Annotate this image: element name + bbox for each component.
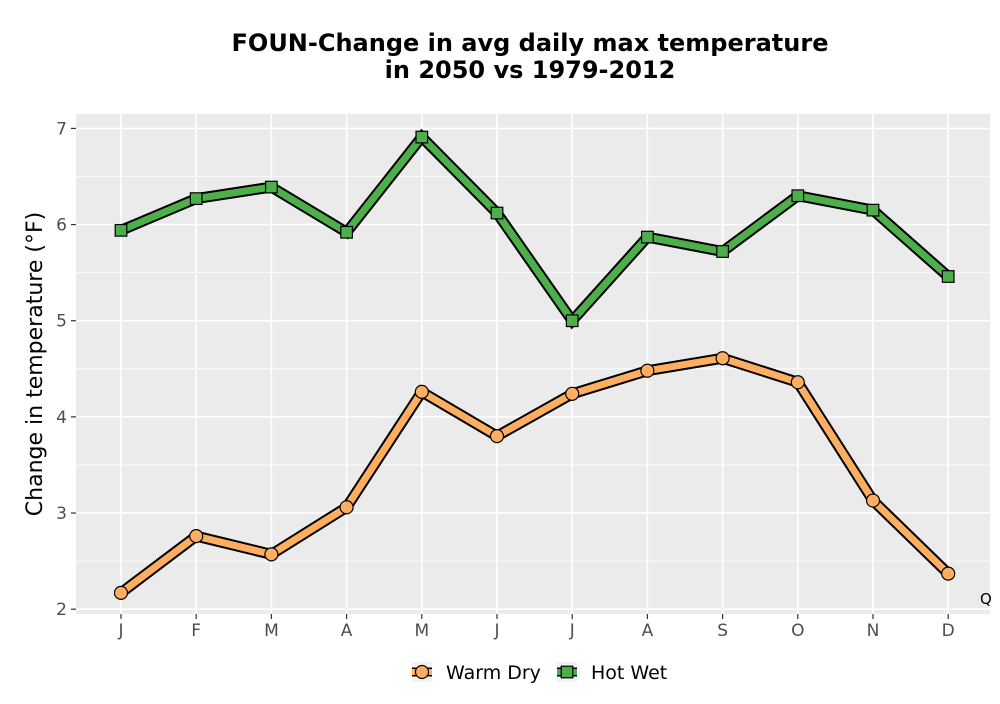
data-point [414,384,429,399]
data-point [790,375,805,390]
series-1 [113,351,956,600]
legend-label: Warm Dry [446,662,541,684]
data-point [415,130,429,144]
x-tick-label: N [867,621,880,641]
x-tick-label: O [791,621,804,641]
data-point [565,314,579,328]
data-point [264,547,279,562]
data-point [791,189,805,203]
y-tick-label: 5 [56,312,67,332]
data-point [490,206,504,220]
corner-mark: Q [980,590,992,608]
data-point [866,203,880,217]
x-tick-label: M [264,621,279,641]
data-point [640,363,655,378]
legend: Warm Dry Hot Wet [412,662,667,684]
legend-item: Hot Wet [557,662,667,684]
series-2 [114,128,955,330]
grid-lines [76,114,990,614]
data-point [113,585,129,600]
data-point [941,270,955,283]
x-tick-label: M [414,621,429,641]
data-point [640,230,654,244]
x-tick-label: J [493,621,499,641]
data-point [339,500,354,515]
x-tick-label: D [942,621,955,641]
chart-title-line-1: FOUN-Change in avg daily max temperature [231,29,829,57]
chart-title-line-2: in 2050 vs 1979-2012 [384,56,676,84]
legend-item: Warm Dry [412,662,541,684]
legend-label: Hot Wet [591,662,667,684]
legend-key-marker [560,665,574,679]
axes: 2 3 4 5 6 7 J F M A M J J A S O N D [56,119,955,641]
x-tick-label: A [642,621,654,641]
legend-key-marker [414,664,430,680]
y-tick-label: 3 [56,504,67,524]
x-tick-label: A [341,621,353,641]
data-point [565,386,580,401]
x-tick-label: J [569,621,575,641]
data-point [340,225,353,239]
data-point [865,493,881,508]
y-axis-title: Change in temperature (°F) [23,212,48,516]
x-tick-label: J [117,621,123,641]
series-line [119,131,951,327]
chart-title: FOUN-Change in avg daily max temperature… [0,30,1000,84]
series-line [118,354,951,596]
data-point [489,429,505,444]
data-point [189,529,204,544]
y-tick-label: 7 [56,119,67,139]
y-tick-label: 2 [56,600,67,620]
series-layer [113,128,956,600]
y-tick-label: 4 [56,408,67,428]
x-tick-label: F [191,621,201,641]
y-tick-label: 6 [56,216,67,236]
data-point [189,192,203,206]
data-point [941,566,956,581]
data-point [114,223,128,237]
x-tick-label: S [717,621,728,641]
data-point [716,245,729,258]
data-point [265,180,278,194]
data-point [715,351,730,366]
